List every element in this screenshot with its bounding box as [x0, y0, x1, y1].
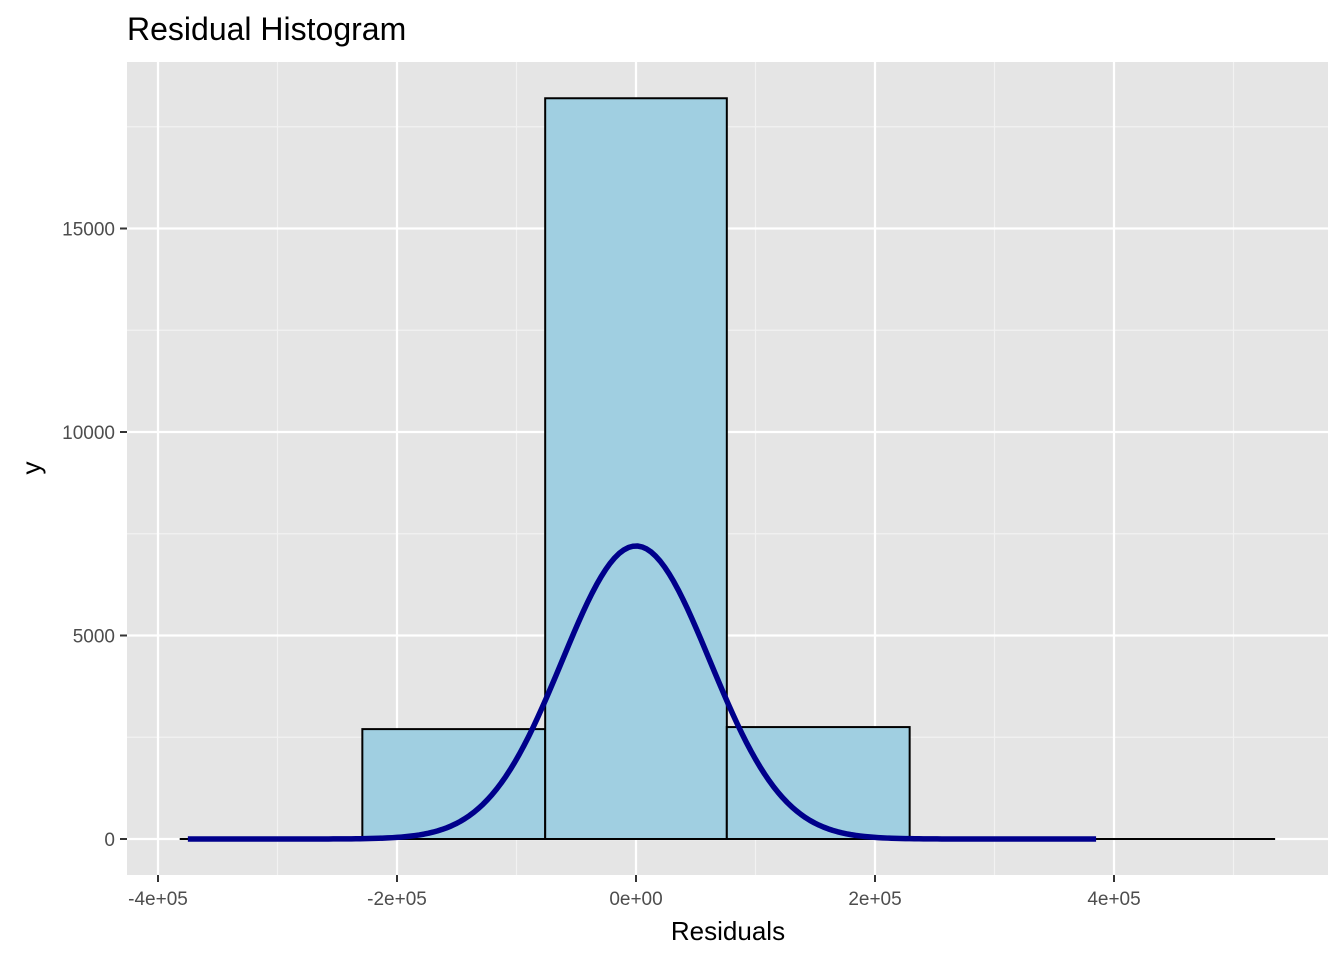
x-tick-label: -4e+05 — [128, 889, 188, 910]
chart-title: Residual Histogram — [127, 11, 406, 47]
x-axis: -4e+05 -2e+05 0e+00 2e+05 4e+05 — [128, 875, 1141, 910]
y-tick-label: 0 — [104, 830, 115, 851]
normal-density-curve — [187, 543, 1097, 842]
y-tick-label: 15000 — [62, 220, 115, 241]
x-tick-label: 2e+05 — [848, 889, 901, 910]
x-axis-title: Residuals — [671, 916, 785, 946]
histogram-bars — [179, 97, 1276, 841]
density-curve-layer — [187, 543, 1097, 842]
y-axis-title: y — [16, 462, 46, 475]
x-tick-label: 4e+05 — [1087, 889, 1140, 910]
histogram-bar — [725, 726, 911, 841]
y-tick-label: 10000 — [62, 423, 115, 444]
histogram-bar — [361, 728, 547, 840]
x-tick-label: -2e+05 — [367, 889, 427, 910]
y-tick-label: 5000 — [73, 627, 115, 648]
x-tick-label: 0e+00 — [609, 889, 662, 910]
histogram-bar — [544, 97, 728, 840]
y-axis: 0 5000 10000 15000 — [62, 220, 127, 851]
